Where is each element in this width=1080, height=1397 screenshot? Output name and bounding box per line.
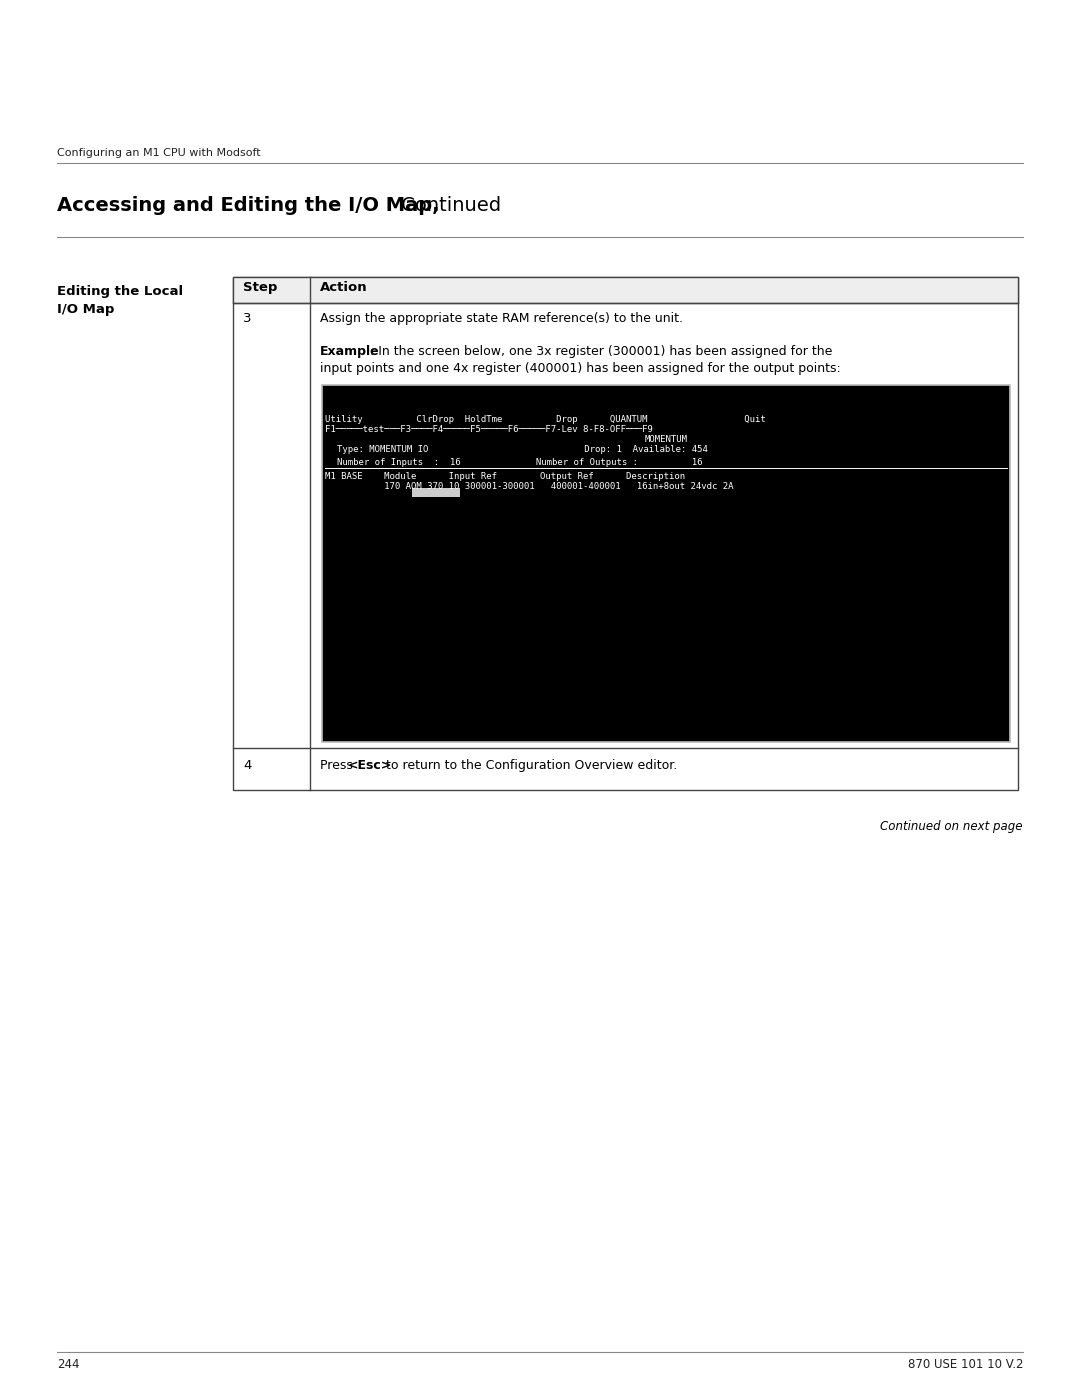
Text: Example: Example xyxy=(320,345,380,358)
Text: Continued: Continued xyxy=(395,196,501,215)
Text: Editing the Local
I/O Map: Editing the Local I/O Map xyxy=(57,285,184,316)
Text: Configuring an M1 CPU with Modsoft: Configuring an M1 CPU with Modsoft xyxy=(57,148,260,158)
Text: Accessing and Editing the I/O Map,: Accessing and Editing the I/O Map, xyxy=(57,196,440,215)
Text: 870 USE 101 10 V.2: 870 USE 101 10 V.2 xyxy=(907,1358,1023,1370)
Text: 3: 3 xyxy=(243,312,252,326)
Text: 244: 244 xyxy=(57,1358,80,1370)
Text: MOMENTUM: MOMENTUM xyxy=(645,434,688,444)
Text: Assign the appropriate state RAM reference(s) to the unit.: Assign the appropriate state RAM referen… xyxy=(320,312,683,326)
Text: 4: 4 xyxy=(243,759,252,773)
Text: : In the screen below, one 3x register (300001) has been assigned for the: : In the screen below, one 3x register (… xyxy=(370,345,833,358)
Text: M1 BASE    Module      Input Ref        Output Ref      Description: M1 BASE Module Input Ref Output Ref Desc… xyxy=(325,472,685,481)
Bar xyxy=(411,488,460,497)
Text: Utility          ClrDrop  HoldTme          Drop      QUANTUM                  Qu: Utility ClrDrop HoldTme Drop QUANTUM Qu xyxy=(325,415,766,425)
Text: to return to the Configuration Overview editor.: to return to the Configuration Overview … xyxy=(382,759,677,773)
Text: Number of Inputs  :  16              Number of Outputs :          16: Number of Inputs : 16 Number of Outputs … xyxy=(337,458,702,467)
Text: 170 AOM 370 10 300001-300001   400001-400001   16in+8out 24vdc 2A: 170 AOM 370 10 300001-300001 400001-4000… xyxy=(325,482,733,490)
Text: Type: MOMENTUM IO                             Drop: 1  Available: 454: Type: MOMENTUM IO Drop: 1 Available: 454 xyxy=(337,446,707,454)
Text: input points and one 4x register (400001) has been assigned for the output point: input points and one 4x register (400001… xyxy=(320,362,840,374)
Text: Step: Step xyxy=(243,281,278,293)
Bar xyxy=(322,386,1010,742)
Text: F1─────test───F3────F4─────F5─────F6─────F7-Lev 8-F8-OFF───F9: F1─────test───F3────F4─────F5─────F6────… xyxy=(325,425,653,434)
Bar xyxy=(233,277,1018,303)
Text: Continued on next page: Continued on next page xyxy=(880,820,1023,833)
Text: <Esc>: <Esc> xyxy=(348,759,392,773)
Text: Action: Action xyxy=(320,281,367,293)
Text: Press: Press xyxy=(320,759,356,773)
